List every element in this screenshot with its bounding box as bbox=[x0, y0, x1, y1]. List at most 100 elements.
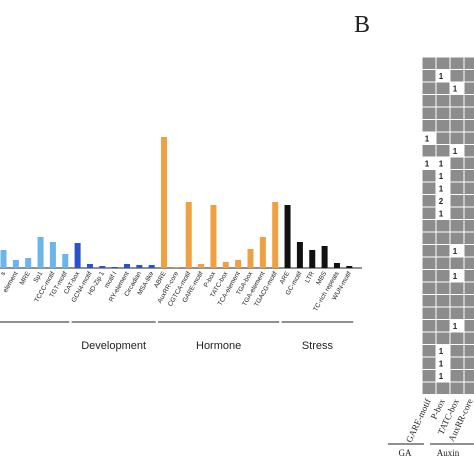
heatmap-cell bbox=[450, 357, 464, 369]
heatmap-cell bbox=[464, 57, 474, 69]
heatmap-cell bbox=[436, 382, 450, 394]
heatmap-cell bbox=[422, 295, 436, 307]
heatmap-cell bbox=[436, 82, 450, 94]
heatmap-cell bbox=[450, 145, 464, 157]
heatmap-cell bbox=[450, 207, 464, 219]
heatmap-cell bbox=[450, 70, 464, 82]
bar bbox=[124, 264, 130, 268]
heatmap-cell bbox=[422, 220, 436, 232]
heatmap-cell bbox=[464, 195, 474, 207]
heatmap-cell bbox=[464, 157, 474, 169]
heatmap-cell bbox=[450, 295, 464, 307]
heatmap-cell bbox=[422, 107, 436, 119]
heatmap-cell bbox=[436, 270, 450, 282]
heatmap-cell bbox=[464, 232, 474, 244]
heatmap-cell bbox=[436, 145, 450, 157]
heatmap-cell bbox=[450, 370, 464, 382]
heatmap-cell bbox=[450, 182, 464, 194]
x-tick-label: s bbox=[0, 270, 8, 277]
bar bbox=[99, 266, 106, 268]
bar bbox=[284, 205, 291, 268]
group-label: Development bbox=[81, 340, 146, 352]
bar bbox=[259, 237, 266, 268]
heatmap-cell bbox=[464, 320, 474, 332]
heatmap-cell bbox=[422, 82, 436, 94]
heatmap-cell bbox=[436, 195, 450, 207]
bar bbox=[12, 260, 19, 268]
heatmap-cell bbox=[450, 220, 464, 232]
cell-value: 1 bbox=[439, 347, 444, 356]
bar bbox=[222, 262, 229, 268]
heatmap-cell bbox=[464, 107, 474, 119]
bar bbox=[333, 263, 340, 268]
heatmap-cell bbox=[436, 132, 450, 144]
heatmap-cell bbox=[464, 307, 474, 319]
bar bbox=[86, 264, 93, 268]
heatmap-cell bbox=[464, 282, 474, 294]
bar bbox=[247, 249, 254, 268]
cell-value: 1 bbox=[439, 185, 444, 194]
heatmap-cell bbox=[436, 282, 450, 294]
bar bbox=[296, 242, 303, 268]
bar bbox=[62, 254, 69, 268]
cell-value: 1 bbox=[439, 160, 444, 169]
panel-label: B bbox=[354, 12, 370, 38]
cell-value: 1 bbox=[425, 135, 430, 144]
column-group-label: GA bbox=[399, 448, 412, 458]
bar bbox=[346, 266, 353, 268]
x-tick-label: Sp1 bbox=[32, 270, 44, 284]
heatmap-cell bbox=[436, 295, 450, 307]
heatmap-cell bbox=[436, 320, 450, 332]
bar bbox=[136, 265, 143, 268]
cell-value: 1 bbox=[439, 172, 444, 181]
heatmap-cell bbox=[464, 132, 474, 144]
heatmap-cell bbox=[464, 245, 474, 257]
cell-value: 1 bbox=[439, 360, 444, 369]
bar bbox=[25, 258, 32, 268]
heatmap-cell bbox=[422, 195, 436, 207]
cell-value: 2 bbox=[439, 197, 444, 206]
heatmap-cell bbox=[450, 57, 464, 69]
bar bbox=[210, 205, 217, 268]
heatmap-cell bbox=[436, 57, 450, 69]
cell-value: 1 bbox=[453, 85, 458, 94]
heatmap-cell bbox=[450, 332, 464, 344]
heatmap-cell bbox=[450, 95, 464, 107]
heatmap-cell bbox=[436, 120, 450, 132]
heatmap-cell bbox=[464, 357, 474, 369]
heatmap-cell bbox=[464, 332, 474, 344]
heatmap-cell bbox=[436, 245, 450, 257]
heatmap-cell bbox=[436, 345, 450, 357]
heatmap-cell bbox=[422, 345, 436, 357]
heatmap-cell bbox=[464, 120, 474, 132]
heatmap-cell bbox=[450, 320, 464, 332]
heatmap-cell bbox=[422, 95, 436, 107]
heatmap-cell bbox=[422, 232, 436, 244]
heatmap-cell bbox=[436, 107, 450, 119]
heatmap-cell bbox=[436, 157, 450, 169]
heatmap-cell bbox=[436, 357, 450, 369]
cell-value: 1 bbox=[439, 372, 444, 381]
heatmap-cell bbox=[450, 345, 464, 357]
cell-value: 1 bbox=[453, 147, 458, 156]
heatmap-cell bbox=[436, 207, 450, 219]
heatmap-cell bbox=[436, 182, 450, 194]
heatmap-cell bbox=[450, 170, 464, 182]
heatmap-cell bbox=[464, 257, 474, 269]
heatmap-cell bbox=[464, 182, 474, 194]
heatmap-cell bbox=[436, 257, 450, 269]
heatmap-cell bbox=[450, 257, 464, 269]
group-label: Hormone bbox=[196, 340, 241, 352]
heatmap-cell bbox=[450, 282, 464, 294]
bar bbox=[309, 250, 316, 268]
heatmap-cell bbox=[422, 157, 436, 169]
heatmap-cell bbox=[436, 220, 450, 232]
heatmap-cell bbox=[422, 332, 436, 344]
heatmap-cell bbox=[450, 107, 464, 119]
heatmap-cell bbox=[464, 345, 474, 357]
heatmap-cell bbox=[464, 170, 474, 182]
heatmap-cell bbox=[464, 145, 474, 157]
heatmap-cell bbox=[422, 257, 436, 269]
cell-value: 1 bbox=[425, 160, 430, 169]
